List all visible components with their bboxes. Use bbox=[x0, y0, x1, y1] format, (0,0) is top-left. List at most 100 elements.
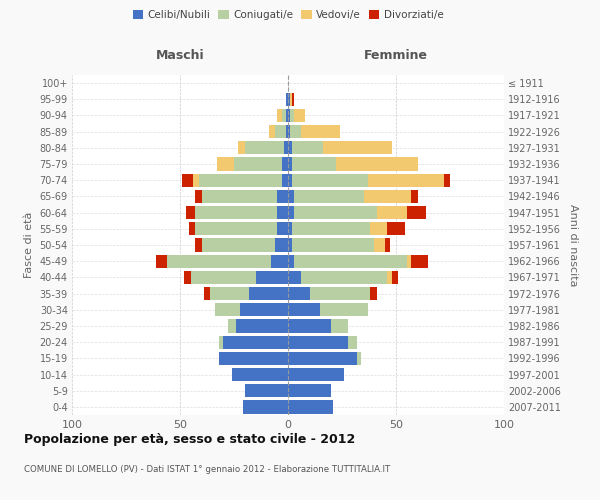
Bar bbox=[290, 125, 301, 138]
Bar bbox=[407, 206, 426, 220]
Bar bbox=[249, 287, 288, 300]
Bar bbox=[392, 270, 398, 284]
Bar bbox=[241, 303, 288, 316]
Bar bbox=[288, 125, 290, 138]
Bar bbox=[288, 303, 320, 316]
Bar bbox=[295, 206, 377, 220]
Bar bbox=[357, 352, 361, 365]
Bar bbox=[195, 206, 277, 220]
Legend: Celibi/Nubili, Coniugati/e, Vedovi/e, Divorziati/e: Celibi/Nubili, Coniugati/e, Vedovi/e, Di… bbox=[131, 8, 445, 22]
Bar bbox=[286, 92, 288, 106]
Bar bbox=[286, 109, 288, 122]
Bar bbox=[288, 384, 331, 398]
Bar bbox=[223, 336, 288, 349]
Bar bbox=[335, 158, 418, 170]
Text: Maschi: Maschi bbox=[155, 49, 205, 62]
Bar bbox=[281, 158, 288, 170]
Bar bbox=[232, 368, 288, 381]
Bar bbox=[156, 254, 167, 268]
Bar bbox=[292, 238, 374, 252]
Text: Femmine: Femmine bbox=[364, 49, 428, 62]
Bar bbox=[227, 320, 236, 332]
Bar bbox=[195, 222, 277, 235]
Bar bbox=[188, 222, 195, 235]
Bar bbox=[288, 254, 295, 268]
Bar bbox=[295, 190, 364, 203]
Bar bbox=[411, 190, 418, 203]
Bar bbox=[288, 287, 310, 300]
Bar bbox=[368, 174, 443, 187]
Bar bbox=[238, 141, 245, 154]
Bar bbox=[288, 109, 290, 122]
Bar bbox=[349, 336, 357, 349]
Bar bbox=[219, 352, 288, 365]
Text: COMUNE DI LOMELLO (PV) - Dati ISTAT 1° gennaio 2012 - Elaborazione TUTTITALIA.IT: COMUNE DI LOMELLO (PV) - Dati ISTAT 1° g… bbox=[24, 466, 390, 474]
Bar bbox=[288, 320, 331, 332]
Bar bbox=[288, 238, 292, 252]
Bar bbox=[202, 190, 277, 203]
Bar bbox=[245, 141, 284, 154]
Bar bbox=[370, 222, 388, 235]
Bar bbox=[284, 141, 288, 154]
Bar bbox=[281, 109, 286, 122]
Bar bbox=[288, 336, 349, 349]
Bar bbox=[217, 158, 234, 170]
Bar bbox=[290, 92, 292, 106]
Bar bbox=[204, 287, 210, 300]
Bar bbox=[202, 238, 275, 252]
Bar bbox=[288, 141, 292, 154]
Bar bbox=[199, 174, 281, 187]
Bar bbox=[219, 336, 223, 349]
Bar bbox=[269, 125, 275, 138]
Bar bbox=[234, 158, 281, 170]
Bar bbox=[374, 238, 385, 252]
Bar bbox=[288, 158, 292, 170]
Bar bbox=[195, 238, 202, 252]
Bar bbox=[288, 352, 357, 365]
Bar bbox=[388, 222, 404, 235]
Bar bbox=[288, 400, 334, 413]
Bar bbox=[323, 141, 392, 154]
Bar bbox=[256, 270, 288, 284]
Bar bbox=[385, 238, 389, 252]
Bar bbox=[288, 174, 292, 187]
Bar bbox=[195, 190, 202, 203]
Bar bbox=[377, 206, 407, 220]
Bar bbox=[288, 190, 295, 203]
Bar bbox=[301, 125, 340, 138]
Bar bbox=[236, 320, 288, 332]
Bar bbox=[295, 109, 305, 122]
Bar bbox=[290, 109, 295, 122]
Bar bbox=[275, 125, 286, 138]
Y-axis label: Anni di nascita: Anni di nascita bbox=[568, 204, 578, 286]
Bar bbox=[331, 320, 349, 332]
Bar bbox=[288, 206, 295, 220]
Bar bbox=[288, 222, 292, 235]
Bar bbox=[277, 222, 288, 235]
Bar bbox=[292, 92, 295, 106]
Bar bbox=[242, 400, 288, 413]
Bar bbox=[292, 141, 323, 154]
Bar bbox=[288, 368, 344, 381]
Bar bbox=[292, 174, 368, 187]
Bar bbox=[292, 158, 335, 170]
Bar bbox=[407, 254, 411, 268]
Bar bbox=[275, 238, 288, 252]
Bar bbox=[210, 287, 249, 300]
Bar bbox=[411, 254, 428, 268]
Bar bbox=[281, 174, 288, 187]
Bar bbox=[286, 125, 288, 138]
Bar bbox=[191, 270, 256, 284]
Bar bbox=[187, 206, 195, 220]
Bar bbox=[182, 174, 193, 187]
Bar bbox=[277, 109, 281, 122]
Bar bbox=[288, 92, 290, 106]
Y-axis label: Fasce di età: Fasce di età bbox=[24, 212, 34, 278]
Bar bbox=[184, 270, 191, 284]
Bar bbox=[215, 303, 241, 316]
Bar bbox=[443, 174, 450, 187]
Bar bbox=[277, 190, 288, 203]
Bar bbox=[292, 222, 370, 235]
Bar bbox=[364, 190, 411, 203]
Bar bbox=[193, 174, 199, 187]
